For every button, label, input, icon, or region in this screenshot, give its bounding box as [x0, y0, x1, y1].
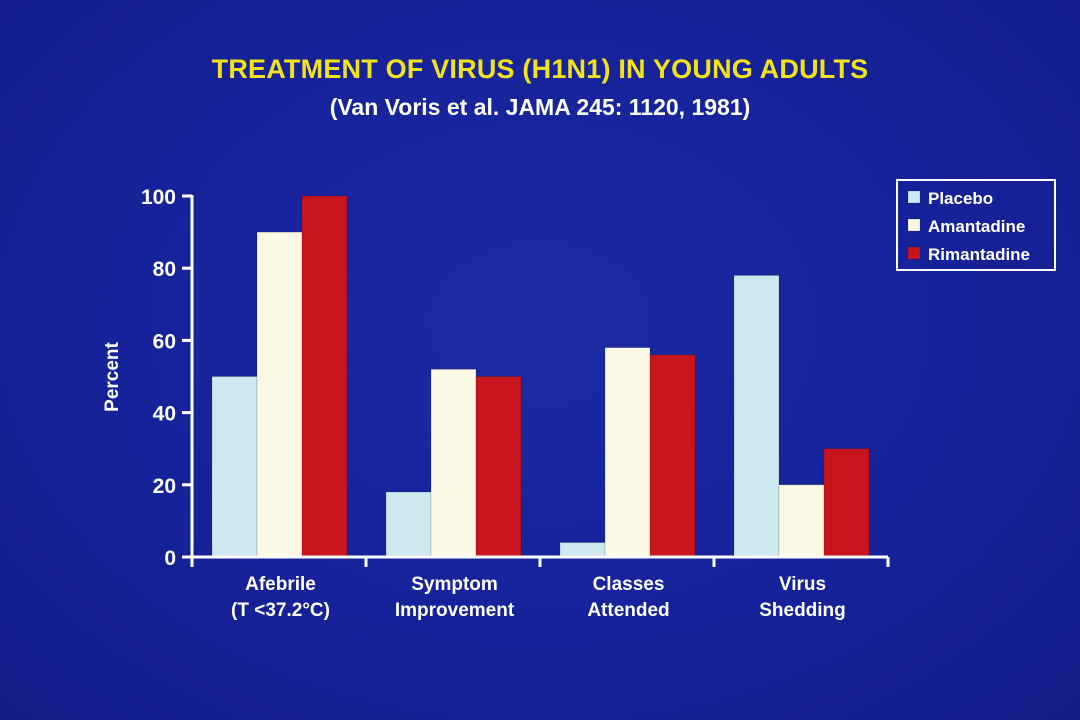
- bar-rimantadine-1: [475, 376, 522, 558]
- legend-box: [896, 179, 1056, 271]
- x-tick-label-1-1: Improvement: [395, 600, 515, 621]
- bar-placebo-1: [385, 491, 432, 558]
- x-tick-label-0-0: Afebrile: [245, 574, 316, 595]
- chart-subtitle: (Van Voris et al. JAMA 245: 1120, 1981): [329, 94, 751, 120]
- bar-amantadine-3: [778, 484, 825, 558]
- x-tick-label-2-1: Attended: [587, 600, 669, 621]
- legend-label-amantadine: Amantadine: [928, 217, 1025, 236]
- bar-amantadine-0: [256, 231, 303, 558]
- bar-rimantadine-2: [649, 354, 696, 558]
- bar-rimantadine-0: [301, 195, 348, 558]
- bar-placebo-2: [559, 542, 606, 558]
- legend-swatch-amantadine: [907, 218, 921, 232]
- x-tick-label-3-1: Shedding: [759, 600, 846, 621]
- y-tick-label-40: 40: [153, 403, 176, 426]
- bar-amantadine-2: [604, 347, 651, 558]
- legend-swatch-rimantadine: [907, 246, 921, 260]
- y-tick-label-60: 60: [153, 330, 176, 353]
- bar-amantadine-1: [430, 368, 477, 558]
- y-tick-label-20: 20: [153, 475, 176, 498]
- legend-label-placebo: Placebo: [928, 189, 993, 208]
- bar-rimantadine-3: [823, 448, 870, 558]
- legend-label-rimantadine: Rimantadine: [928, 245, 1030, 264]
- y-tick-label-100: 100: [141, 186, 176, 209]
- x-tick-label-3-0: Virus: [779, 574, 826, 595]
- y-axis-label: Percent: [102, 341, 123, 411]
- x-tick-label-1-0: Symptom: [411, 574, 498, 595]
- x-tick-label-0-1: (T <37.2°C): [231, 600, 330, 621]
- bar-placebo-3: [733, 275, 780, 558]
- chart-title: TREATMENT OF VIRUS (H1N1) IN YOUNG ADULT…: [211, 54, 869, 84]
- y-tick-label-80: 80: [153, 258, 176, 281]
- bar-placebo-0: [211, 376, 258, 558]
- legend-swatch-placebo: [907, 190, 921, 204]
- x-tick-label-2-0: Classes: [593, 574, 665, 595]
- y-tick-label-0: 0: [164, 547, 176, 570]
